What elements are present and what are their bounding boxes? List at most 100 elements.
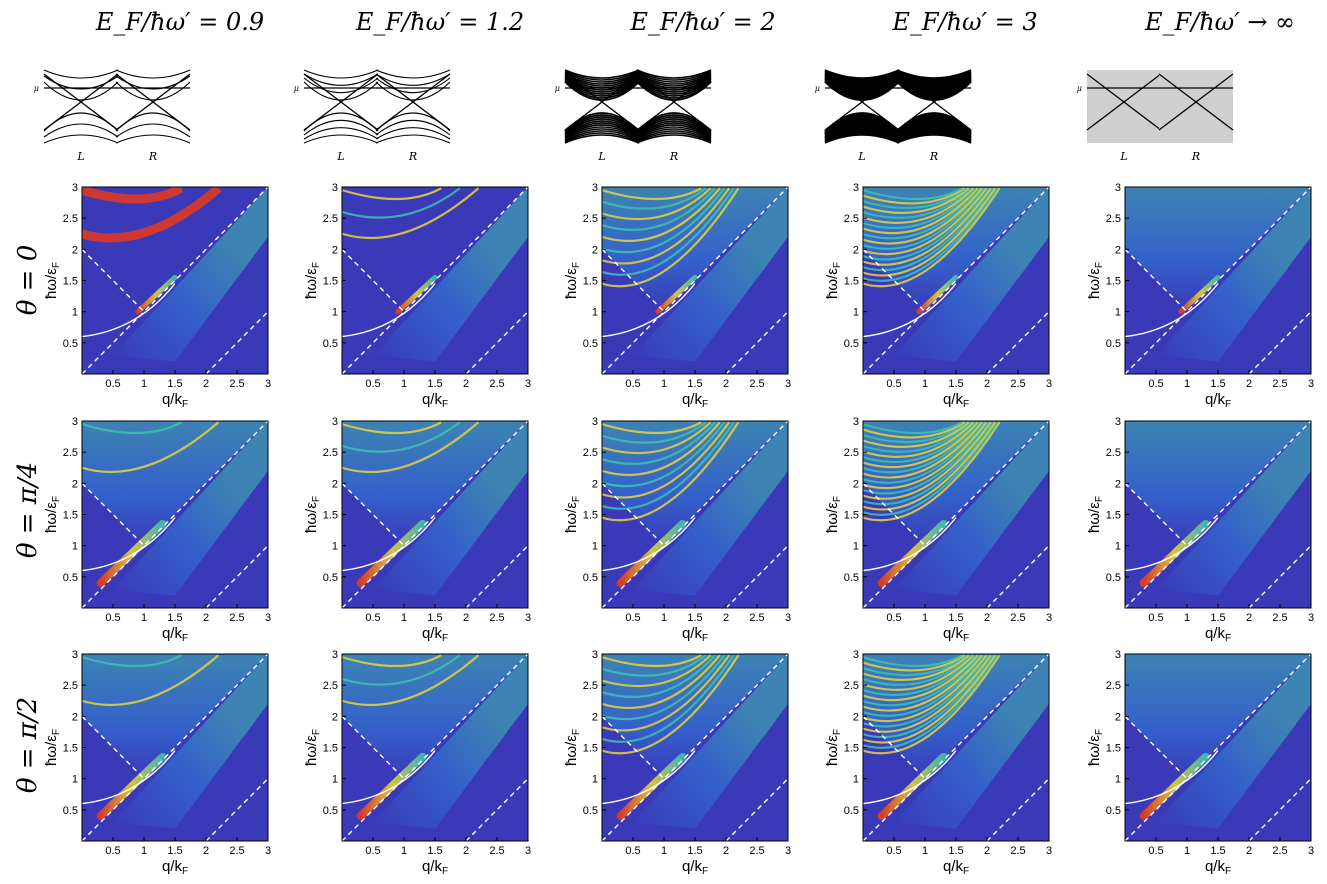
y-tick-label: 1.5 bbox=[844, 743, 859, 755]
band-curve bbox=[564, 124, 640, 139]
y-tick-label: 3 bbox=[72, 649, 78, 661]
band-diagram: L Rμ bbox=[294, 69, 451, 163]
y-tick-label: 1 bbox=[332, 541, 338, 553]
y-tick-label: 2 bbox=[332, 711, 338, 723]
x-tick-label: 1.5 bbox=[687, 378, 702, 390]
x-tick-label: 2 bbox=[723, 845, 729, 857]
plasmon-streak bbox=[1139, 519, 1210, 588]
band-curve bbox=[636, 112, 712, 132]
y-tick-label: 3 bbox=[1115, 416, 1121, 428]
y-axis-label: ħω/εF bbox=[1086, 729, 1105, 766]
y-axis-label: ħω/εF bbox=[824, 729, 843, 766]
heatmap-panel: 0.5 1 1.5 2 2.5 3 0.5 1 1.5 2 2.5 3 q/kF ħω/εF bbox=[824, 649, 1052, 877]
mu-label: μ bbox=[294, 84, 299, 93]
band-curve bbox=[564, 118, 640, 135]
y-tick-label: 2.5 bbox=[63, 213, 78, 225]
y-tick-label: 2.5 bbox=[844, 447, 859, 459]
dashed-line bbox=[1125, 187, 1311, 374]
band-diagram: L Rμ bbox=[815, 69, 972, 163]
y-axis-label: ħω/εF bbox=[43, 496, 62, 533]
dashed-line bbox=[725, 311, 788, 374]
x-tick-label: 2 bbox=[984, 845, 990, 857]
y-tick-label: 1 bbox=[1115, 307, 1121, 319]
x-tick-label: 1 bbox=[401, 845, 407, 857]
heatmap-region bbox=[373, 187, 528, 362]
band-curve bbox=[564, 71, 640, 83]
plasmon-streak bbox=[356, 519, 427, 588]
band-arc bbox=[863, 654, 985, 717]
y-tick-label: 1.5 bbox=[323, 276, 338, 288]
band-arc bbox=[863, 187, 1001, 288]
x-tick-label: 1.5 bbox=[687, 845, 702, 857]
heatmap-region bbox=[113, 187, 268, 362]
x-tick-label: 0.5 bbox=[365, 612, 380, 624]
band-arc bbox=[863, 654, 965, 672]
dashed-line bbox=[1248, 545, 1311, 608]
band-arc bbox=[602, 421, 712, 455]
x-tick-label: 0.5 bbox=[105, 612, 120, 624]
heatmap-panel: 0.5 1 1.5 2 2.5 3 0.5 1 1.5 2 2.5 3 q/kF ħω/εF bbox=[1086, 649, 1314, 877]
heatmap-panel: 0.5 1 1.5 2 2.5 3 0.5 1 1.5 2 2.5 3 q/kF ħω/εF bbox=[824, 182, 1052, 410]
band-curve bbox=[375, 69, 451, 79]
band-label: R bbox=[148, 150, 157, 163]
band-arc bbox=[863, 187, 985, 250]
y-tick-label: 2 bbox=[1115, 244, 1121, 256]
band-arc bbox=[82, 421, 220, 474]
heatmap-body bbox=[863, 421, 1049, 608]
dashed-line bbox=[602, 482, 665, 547]
y-tick-label: 0.5 bbox=[583, 805, 598, 817]
column-title: E_F/ħω′ = 1.2 bbox=[355, 8, 524, 36]
x-tick-label: 1 bbox=[401, 378, 407, 390]
y-tick-label: 0.5 bbox=[63, 338, 78, 350]
x-tick-label: 1.5 bbox=[948, 378, 963, 390]
y-tick-label: 2.5 bbox=[1106, 213, 1121, 225]
dashed-line bbox=[82, 715, 145, 780]
band-arc bbox=[863, 654, 999, 749]
band-arc bbox=[342, 187, 461, 219]
band-arc bbox=[863, 187, 965, 205]
plasmon-streak bbox=[616, 752, 687, 821]
y-tick-label: 2 bbox=[592, 711, 598, 723]
dashed-line bbox=[342, 715, 405, 780]
solid-curve bbox=[342, 517, 436, 572]
y-axis-label: ħω/εF bbox=[824, 496, 843, 533]
band-curve bbox=[375, 112, 451, 132]
solid-curve bbox=[342, 283, 436, 338]
x-axis-label: q/kF bbox=[682, 858, 708, 877]
band-structure-row: L Rμ L Rμ L Rμ L Rμ L Rμ bbox=[34, 69, 1234, 163]
heatmap-panel: 0.5 1 1.5 2 2.5 3 0.5 1 1.5 2 2.5 3 q/kF ħω/εF bbox=[303, 416, 531, 644]
heatmap-panel: 0.5 1 1.5 2 2.5 3 0.5 1 1.5 2 2.5 3 q/kF ħω/εF bbox=[43, 182, 271, 410]
heatmap-region bbox=[113, 421, 268, 596]
y-tick-label: 2 bbox=[72, 478, 78, 490]
x-tick-label: 0.5 bbox=[105, 845, 120, 857]
x-tick-label: 0.5 bbox=[886, 612, 901, 624]
band-arc bbox=[602, 187, 726, 254]
y-tick-label: 0.5 bbox=[583, 338, 598, 350]
dashed-line bbox=[342, 421, 528, 608]
x-tick-label: 2 bbox=[203, 378, 209, 390]
heatmap-region bbox=[1156, 654, 1311, 829]
band-curve bbox=[824, 112, 900, 132]
band-curve bbox=[303, 134, 379, 144]
band-arc bbox=[863, 187, 996, 277]
x-tick-label: 2.5 bbox=[749, 845, 764, 857]
x-tick-label: 3 bbox=[1046, 612, 1052, 624]
dashed-line bbox=[205, 545, 268, 608]
x-tick-label: 2 bbox=[463, 845, 469, 857]
band-curve bbox=[636, 74, 712, 89]
column-titles: E_F/ħω′ = 0.9 E_F/ħω′ = 1.2 E_F/ħω′ = 2 … bbox=[95, 8, 1295, 36]
x-tick-label: 1.5 bbox=[948, 612, 963, 624]
x-tick-label: 3 bbox=[785, 378, 791, 390]
band-arc bbox=[863, 421, 996, 511]
y-tick-label: 1 bbox=[853, 307, 859, 319]
x-tick-label: 3 bbox=[525, 378, 531, 390]
dashed-line bbox=[863, 654, 1049, 841]
x-axis-label: q/kF bbox=[422, 625, 448, 644]
x-tick-label: 2 bbox=[463, 612, 469, 624]
plasmon-streak bbox=[1178, 274, 1221, 315]
solid-curve bbox=[1125, 750, 1219, 805]
heatmap-region bbox=[633, 654, 788, 829]
x-tick-label: 1 bbox=[141, 378, 147, 390]
x-tick-label: 2.5 bbox=[489, 378, 504, 390]
band-curve bbox=[564, 120, 640, 136]
